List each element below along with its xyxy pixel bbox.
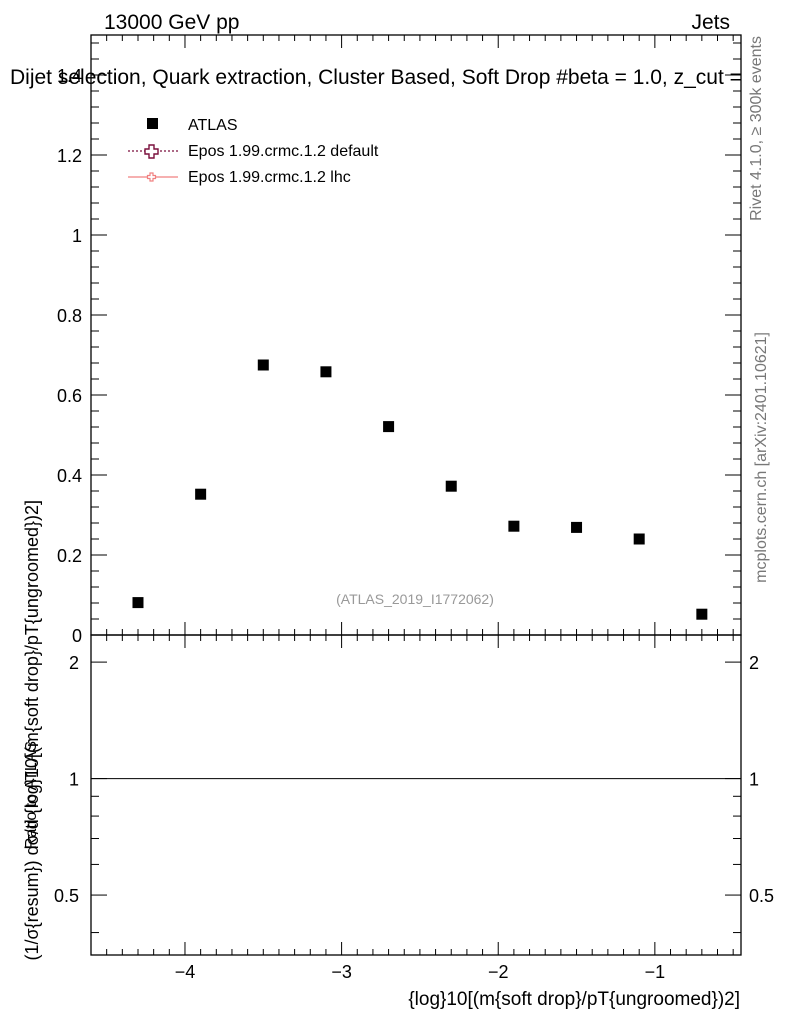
x-tick-label: −4 [175, 962, 196, 982]
atlas-data-point [445, 480, 457, 492]
main-y-axis-label: (1/σ{resum}) dσ/d {log}10[(m{soft drop}/… [22, 500, 42, 961]
atlas-data-points [132, 359, 708, 620]
legend-atlas-marker [147, 118, 158, 129]
axis-ticks: −4 −3 −2 −1 0 0.2 0.4 0.6 0.8 1 1.2 1.4 0.5 0.5 1 1 2 2 [54, 35, 774, 982]
main-y-tick-label: 0.8 [57, 306, 82, 326]
legend-epos-default-label: Epos 1.99.crmc.1.2 default [188, 143, 379, 160]
atlas-data-point [383, 421, 395, 433]
mcplots-label: mcplots.cern.ch [arXiv:2401.10621] [753, 332, 770, 583]
ratio-y-tick-label: 2 [69, 653, 79, 673]
atlas-data-point [257, 359, 269, 371]
atlas-data-point [132, 597, 144, 609]
main-y-tick-label: 0.4 [57, 466, 82, 486]
x-tick-label: −3 [331, 962, 352, 982]
atlas-data-point [571, 521, 583, 533]
main-y-tick-label: 0.2 [57, 546, 82, 566]
ratio-y-tick-label: 1 [69, 770, 79, 790]
rivet-version-label: Rivet 4.1.0, ≥ 300k events [748, 36, 765, 221]
legend-epos-lhc-marker [128, 172, 178, 182]
atlas-data-point [195, 488, 207, 500]
atlas-data-point [320, 366, 332, 378]
ratio-y-tick-label-right: 1 [749, 770, 759, 790]
legend-atlas-label: ATLAS [188, 117, 238, 134]
main-y-tick-label: 0 [72, 626, 82, 646]
atlas-data-point [633, 533, 645, 545]
analysis-watermark: (ATLAS_2019_I1772062) [336, 591, 494, 607]
process-label: Jets [691, 11, 730, 34]
atlas-data-point [508, 520, 520, 532]
ratio-plot-frame [90, 634, 742, 956]
legend-epos-default-marker [128, 144, 178, 159]
plot-title: Dijet selection, Quark extraction, Clust… [10, 66, 742, 89]
legend-epos-lhc-label: Epos 1.99.crmc.1.2 lhc [188, 169, 351, 186]
x-tick-label: −1 [645, 962, 666, 982]
energy-label: 13000 GeV pp [104, 11, 239, 34]
main-y-tick-label: 1 [72, 226, 82, 246]
main-y-tick-label: 1.4 [57, 66, 82, 86]
ratio-y-tick-label-right: 2 [749, 653, 759, 673]
main-y-tick-label: 0.6 [57, 386, 82, 406]
ratio-y-axis-label: Ratio to ATLAS [23, 741, 40, 849]
legend: ATLAS Epos 1.99.crmc.1.2 default Epos 1.… [128, 117, 379, 186]
atlas-data-point [696, 608, 708, 620]
x-tick-label: −2 [488, 962, 509, 982]
ratio-y-tick-label: 0.5 [54, 886, 79, 906]
ratio-y-tick-label-right: 0.5 [749, 886, 774, 906]
x-axis-label: {log}10[(m{soft drop}/pT{ungroomed})2] [408, 989, 740, 1010]
main-y-tick-label: 1.2 [57, 146, 82, 166]
